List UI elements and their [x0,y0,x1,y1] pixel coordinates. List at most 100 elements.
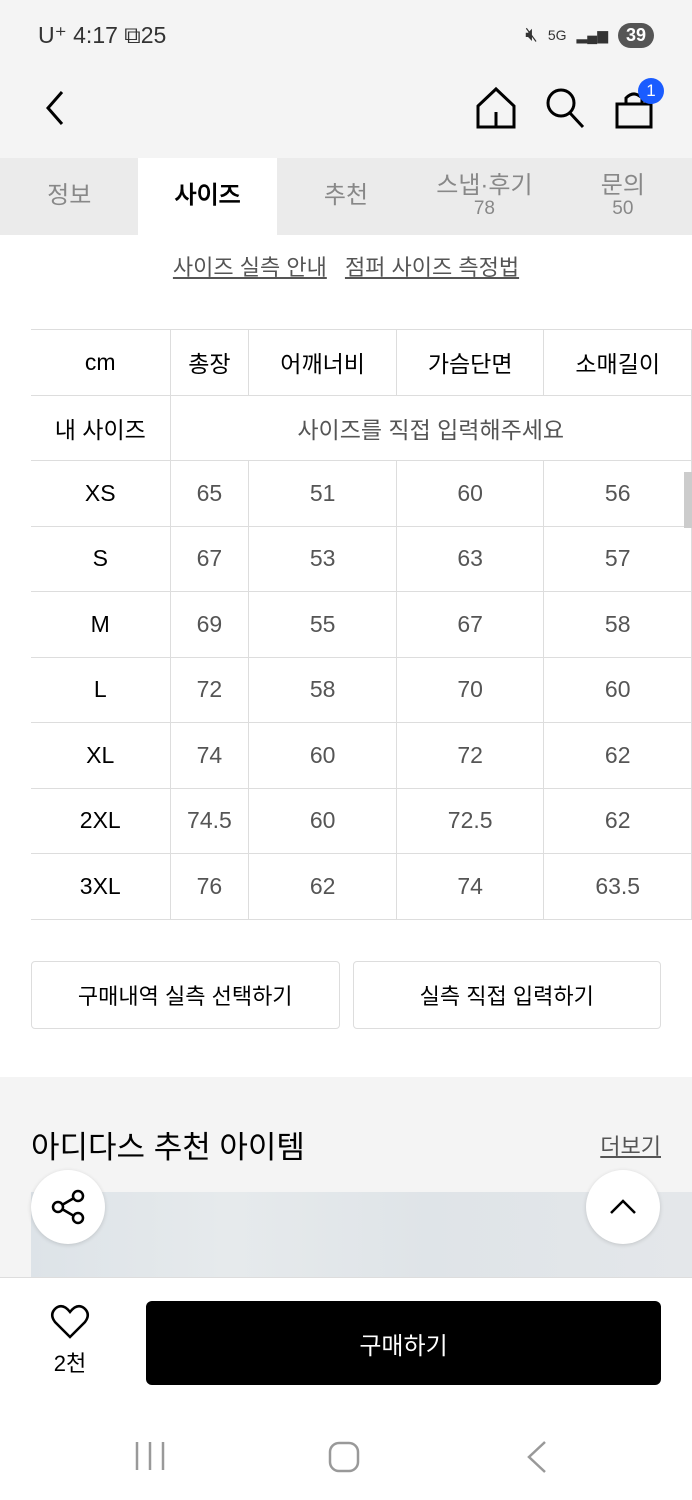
heart-icon [51,1304,89,1339]
column-header: 총장 [169,329,250,396]
scrollbar[interactable] [684,472,692,528]
table-cell: 74.5 [169,787,250,854]
tab-reviews[interactable]: 스냅·후기 78 [415,158,553,235]
size-label: 2XL [31,787,171,854]
size-label: XL [31,722,171,789]
back-nav-icon[interactable] [524,1440,550,1474]
tab-count: 50 [612,198,634,220]
size-table: cm 총장 어깨너비 가슴단면 소매길이 내 사이즈 사이즈를 직접 입력해주세요 XS 65 5… [31,329,692,920]
table-cell: 74 [395,853,545,920]
clock: 4:17 [73,21,118,48]
tab-label: 추천 [323,182,369,210]
column-header: 가슴단면 [395,329,545,396]
search-icon[interactable] [544,86,586,130]
table-cell: 76 [169,853,250,920]
more-link[interactable]: 더보기 [600,1134,661,1159]
table-cell: 70 [395,656,545,723]
my-size-input[interactable]: 사이즈를 직접 입력해주세요 [169,394,692,461]
table-row: 3XL 76 62 74 63.5 [31,853,692,920]
size-links: 사이즈 실측 안내 점퍼 사이즈 측정법 [0,250,692,282]
table-cell: 63 [395,525,545,592]
table-cell: 60 [395,460,545,527]
size-guide-link[interactable]: 사이즈 실측 안내 [172,255,327,280]
size-label: 3XL [31,853,171,920]
measure-actions: 구매내역 실측 선택하기 실측 직접 입력하기 [31,961,661,1029]
recommend-images[interactable] [31,1192,692,1277]
tab-info[interactable]: 정보 [0,158,138,235]
table-cell: 62 [543,722,692,789]
screenshot-icon: ⧉ [124,21,141,48]
back-icon[interactable] [40,88,70,128]
column-header: cm [31,329,171,396]
table-cell: 74 [169,722,250,789]
table-cell: 55 [248,591,397,658]
table-cell: 56 [543,460,692,527]
tab-recommend[interactable]: 추천 [277,158,415,235]
my-size-row[interactable]: 내 사이즈 사이즈를 직접 입력해주세요 [31,394,692,461]
top-nav: 1 [0,70,692,158]
carrier: U⁺ [38,21,67,48]
network-type: 5G [547,27,567,43]
table-cell: 58 [543,591,692,658]
table-cell: 67 [395,591,545,658]
table-row: 2XL 74.5 60 72.5 62 [31,787,692,854]
product-tabs: 정보 사이즈 추천 스냅·후기 78 문의 50 [0,158,692,235]
table-cell: 60 [248,787,397,854]
table-cell: 60 [543,656,692,723]
table-cell: 51 [248,460,397,527]
tab-size[interactable]: 사이즈 [138,158,277,235]
cart-button[interactable]: 1 [614,78,664,130]
table-row: XS 65 51 60 56 [31,460,692,527]
tab-label: 문의 [600,171,645,199]
chevron-up-icon [610,1199,636,1214]
system-nav [0,1402,692,1500]
table-row: M 69 55 67 58 [31,591,692,658]
table-row: L 72 58 70 60 [31,656,692,723]
table-row: XL 74 60 72 62 [31,722,692,789]
table-cell: 58 [248,656,397,723]
table-cell: 57 [543,525,692,592]
tab-qna[interactable]: 문의 50 [554,158,692,235]
size-label: XS [31,460,171,527]
like-button[interactable]: 2천 [50,1304,90,1378]
size-label: S [31,525,171,592]
status-bar: U⁺ 4:17 ⧉ 25 🔇︎ 5G ▂▄▆ 39 [0,0,692,70]
tab-label: 사이즈 [174,182,241,210]
home-nav-icon[interactable] [327,1440,361,1474]
table-cell: 67 [169,525,250,592]
manual-input-button[interactable]: 실측 직접 입력하기 [352,961,661,1029]
recommend-section: 아디다스 추천 아이템 더보기 [0,1077,692,1277]
table-cell: 69 [169,591,250,658]
notification-count: 25 [140,21,167,48]
bottom-bar: 2천 구매하기 [0,1277,692,1402]
my-size-label: 내 사이즈 [31,394,171,461]
column-header: 어깨너비 [248,329,397,396]
cart-badge: 1 [638,78,664,104]
tab-label: 정보 [47,182,92,210]
size-label: M [31,591,171,658]
mute-icon: 🔇︎ [525,23,538,46]
column-header: 소매길이 [543,329,692,396]
recent-apps-icon[interactable] [134,1440,166,1472]
share-icon [51,1189,85,1225]
battery-level: 39 [617,22,654,48]
home-icon[interactable] [474,86,518,130]
scroll-top-button[interactable] [586,1170,660,1244]
table-cell: 63.5 [543,853,692,920]
share-button[interactable] [31,1170,105,1244]
table-cell: 53 [248,525,397,592]
table-cell: 72.5 [395,787,545,854]
table-cell: 62 [248,853,397,920]
table-header-row: cm 총장 어깨너비 가슴단면 소매길이 [31,329,692,396]
table-cell: 65 [169,460,250,527]
table-cell: 62 [543,787,692,854]
tab-count: 78 [473,198,495,220]
table-cell: 60 [248,722,397,789]
size-label: L [31,656,171,723]
buy-button[interactable]: 구매하기 [146,1301,661,1385]
measure-guide-link[interactable]: 점퍼 사이즈 측정법 [344,255,520,280]
like-count: 2천 [53,1351,87,1376]
tab-label: 스냅·후기 [436,171,533,199]
signal-icon: ▂▄▆ [576,26,608,43]
select-history-button[interactable]: 구매내역 실측 선택하기 [31,961,340,1029]
